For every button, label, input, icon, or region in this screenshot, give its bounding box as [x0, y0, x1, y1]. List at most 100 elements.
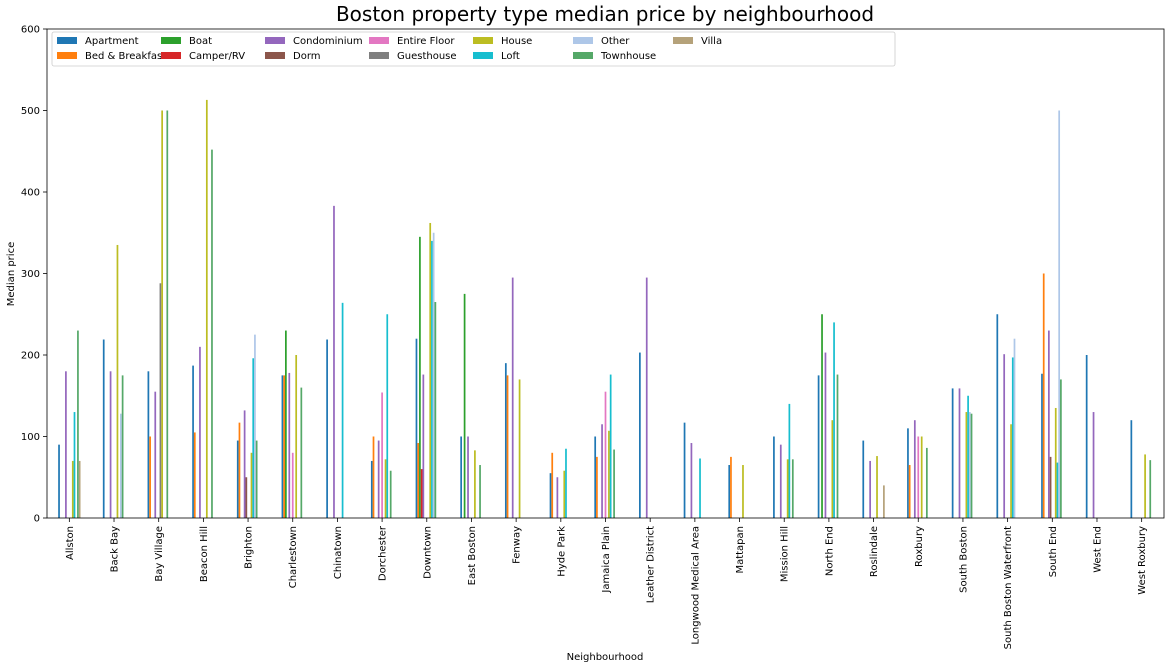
bar-house-mattapan: [742, 465, 744, 518]
x-tick-label: South Boston: [958, 526, 969, 593]
bar-apartment-downtown: [415, 338, 418, 518]
bar-apartment-bay-village: [147, 371, 150, 518]
bar-loft-downtown: [431, 240, 433, 518]
bar-boat-east-boston: [463, 293, 466, 519]
legend-swatch: [573, 37, 593, 44]
bar-bed-breakfast-brighton: [238, 422, 241, 518]
bar-apartment-chinatown: [326, 339, 328, 518]
x-tick-label: West Roxbury: [1137, 526, 1148, 595]
bar-condominium-north-end: [824, 352, 827, 518]
bar-apartment-back-bay: [102, 339, 105, 518]
legend-swatch: [161, 52, 181, 59]
bar-townhouse-allston: [77, 330, 79, 518]
bar-condominium-back-bay: [109, 371, 112, 518]
bar-townhouse-jamaica-plain: [613, 449, 615, 518]
bar-house-mission-hill: [786, 459, 789, 518]
bar-house-allston: [71, 460, 74, 518]
bar-villa-allston: [78, 460, 81, 518]
bar-apartment-north-end: [817, 375, 820, 519]
x-tick-label: South End: [1048, 526, 1059, 577]
x-tick-label: Mattapan: [735, 526, 746, 574]
x-tick-label: Allston: [65, 526, 76, 560]
x-tick-label: Mission Hill: [780, 526, 791, 582]
x-tick-label: Jamaica Plain: [601, 526, 612, 594]
bar-dorm-south-end: [1049, 456, 1052, 519]
bar-bed-breakfast-fenway: [506, 375, 509, 519]
x-tick-label: Downtown: [422, 526, 433, 579]
y-tick-label: 500: [21, 106, 40, 117]
bar-condominium-east-boston: [467, 436, 469, 518]
legend-label: Entire Floor: [397, 36, 455, 47]
bar-other-back-bay: [120, 413, 122, 518]
bar-apartment-charlestown: [281, 375, 284, 519]
x-tick-label: Chinatown: [333, 526, 344, 579]
legend-label: Bed & Breakfast: [85, 51, 166, 62]
bar-other-south-end: [1058, 110, 1061, 518]
bar-townhouse-north-end: [836, 374, 839, 518]
bar-condominium-chinatown: [333, 205, 335, 519]
bar-villa-roslindale: [883, 485, 885, 518]
bar-apartment-south-end: [1041, 373, 1043, 518]
legend-label: Guesthouse: [397, 51, 457, 62]
legend-swatch: [673, 37, 693, 44]
bar-condominium-dorchester: [377, 440, 380, 518]
x-tick-label: Roxbury: [914, 526, 925, 567]
bar-condominium-beacon-hill: [199, 346, 201, 518]
bar-loft-north-end: [833, 322, 835, 518]
bar-loft-south-boston: [967, 395, 969, 518]
bar-condominium-roslindale: [869, 460, 871, 518]
bar-condominium-charlestown: [288, 372, 291, 518]
bar-house-charlestown: [295, 355, 298, 518]
bar-apartment-jamaica-plain: [594, 436, 597, 518]
bar-bed-breakfast-dorchester: [372, 436, 375, 518]
bar-condominium-leather-district: [645, 277, 648, 518]
bar-apartment-south-boston-waterfront: [996, 314, 999, 518]
bar-condominium-hyde-park: [556, 477, 559, 518]
bar-townhouse-west-roxbury: [1149, 460, 1152, 518]
bar-apartment-fenway: [504, 363, 507, 518]
legend-swatch: [573, 52, 593, 59]
y-tick-label: 100: [21, 432, 40, 443]
bar-townhouse-back-bay: [121, 375, 124, 519]
bar-apartment-south-boston: [951, 388, 954, 518]
bars-group: [58, 99, 1152, 519]
bar-house-back-bay: [116, 244, 119, 518]
bar-townhouse-dorchester: [389, 470, 392, 518]
bar-bed-breakfast-charlestown: [283, 375, 286, 519]
y-axis-label: Median price: [6, 242, 17, 306]
bar-apartment-west-roxbury: [1130, 420, 1133, 518]
legend-swatch: [265, 52, 285, 59]
y-tick-label: 0: [34, 514, 40, 525]
bar-townhouse-south-boston: [970, 413, 973, 518]
bar-loft-longwood-medical-area: [699, 458, 701, 518]
bar-condominium-mission-hill: [779, 444, 782, 518]
bar-house-jamaica-plain: [608, 430, 610, 518]
bar-camper-rv-downtown: [420, 469, 423, 518]
bar-condominium-fenway: [511, 277, 514, 518]
bar-townhouse-downtown: [434, 302, 437, 518]
bar-apartment-mission-hill: [773, 436, 775, 518]
legend-label: Camper/RV: [189, 51, 245, 62]
bar-house-roslindale: [876, 456, 878, 518]
bar-house-brighton: [250, 452, 253, 518]
bar-loft-hyde-park: [565, 448, 567, 518]
x-tick-label: Charlestown: [288, 526, 299, 588]
x-tick-label: East Boston: [467, 526, 478, 585]
legend-swatch: [57, 52, 77, 59]
bar-condominium-roxbury: [913, 420, 916, 518]
bar-entire-floor-jamaica-plain: [604, 391, 607, 518]
y-tick-label: 200: [21, 351, 40, 362]
bar-condominium-brighton: [243, 410, 246, 518]
legend-label: Dorm: [293, 51, 321, 62]
bar-apartment-east-boston: [460, 436, 463, 518]
bar-apartment-dorchester: [370, 460, 373, 518]
bar-condominium-longwood-medical-area: [690, 443, 693, 518]
bar-bed-breakfast-mattapan: [730, 456, 732, 519]
bar-townhouse-roxbury: [925, 447, 928, 518]
bar-townhouse-mission-hill: [791, 459, 794, 518]
y-tick-label: 300: [21, 269, 40, 280]
bar-townhouse-beacon-hill: [211, 149, 213, 518]
bar-boat-downtown: [419, 236, 421, 518]
bar-bed-breakfast-bay-village: [149, 436, 151, 518]
